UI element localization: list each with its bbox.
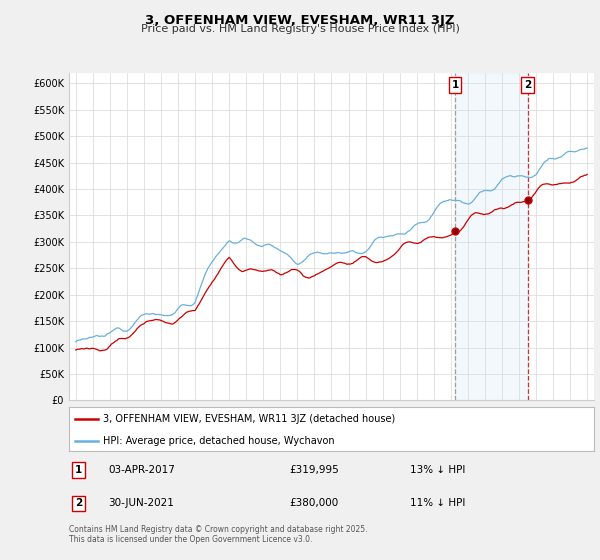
Bar [455, 73, 527, 400]
Text: 11% ↓ HPI: 11% ↓ HPI [410, 498, 466, 508]
Text: 1: 1 [451, 80, 459, 90]
Text: 3, OFFENHAM VIEW, EVESHAM, WR11 3JZ (detached house): 3, OFFENHAM VIEW, EVESHAM, WR11 3JZ (det… [103, 414, 395, 424]
Text: 03-APR-2017: 03-APR-2017 [109, 465, 175, 475]
Text: HPI: Average price, detached house, Wychavon: HPI: Average price, detached house, Wych… [103, 436, 335, 446]
Text: 30-JUN-2021: 30-JUN-2021 [109, 498, 174, 508]
Text: Contains HM Land Registry data © Crown copyright and database right 2025.
This d: Contains HM Land Registry data © Crown c… [69, 525, 367, 544]
Text: £380,000: £380,000 [290, 498, 339, 508]
Text: 13% ↓ HPI: 13% ↓ HPI [410, 465, 466, 475]
Text: £319,995: £319,995 [290, 465, 339, 475]
Text: 2: 2 [76, 498, 83, 508]
Text: 1: 1 [76, 465, 83, 475]
Text: 2: 2 [524, 80, 531, 90]
Text: 3, OFFENHAM VIEW, EVESHAM, WR11 3JZ: 3, OFFENHAM VIEW, EVESHAM, WR11 3JZ [145, 14, 455, 27]
Text: Price paid vs. HM Land Registry's House Price Index (HPI): Price paid vs. HM Land Registry's House … [140, 24, 460, 34]
